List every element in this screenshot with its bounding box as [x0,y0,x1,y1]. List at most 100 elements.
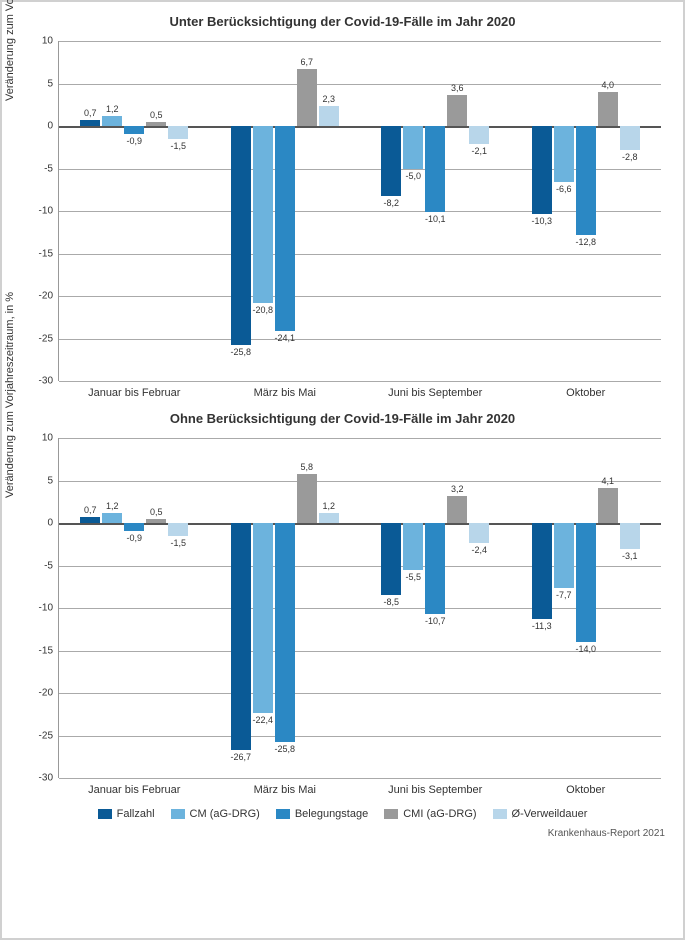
bar-value-label: 1,2 [322,501,335,513]
category-group: -25,8-20,8-24,16,72,3März bis Mai [210,41,361,381]
bar-value-label: -5,5 [405,570,421,582]
legend-item: Belegungstage [276,808,368,820]
y-tick: -10 [39,603,59,614]
bar: -10,1 [425,41,445,381]
bars: -11,3-7,7-14,04,1-3,1 [511,438,662,778]
chart-title: Ohne Berücksichtigung der Covid-19-Fälle… [14,411,671,426]
bar-value-label: -11,3 [532,619,552,631]
bar-rect [124,126,144,134]
bar-rect [253,523,273,713]
bar-rect [620,523,640,549]
bar-rect [576,126,596,235]
bar: -10,3 [532,41,552,381]
bar-value-label: 4,1 [601,476,614,488]
bar: -5,0 [403,41,423,381]
bar-value-label: -24,1 [274,331,295,343]
bar-value-label: -2,8 [622,150,638,162]
bar: 6,7 [297,41,317,381]
bar: -6,6 [554,41,574,381]
bar-value-label: -8,2 [383,196,399,208]
category-label: Juni bis September [360,381,511,399]
bar-value-label: -25,8 [274,742,295,754]
bar-rect [168,126,188,139]
chart2: Ohne Berücksichtigung der Covid-19-Fälle… [14,411,671,778]
bar-value-label: 2,3 [322,94,335,106]
bar: 3,2 [447,438,467,778]
y-tick: -15 [39,645,59,656]
bar: -8,2 [381,41,401,381]
bar-value-label: -8,5 [383,595,399,607]
bar: -26,7 [231,438,251,778]
bar-rect [469,523,489,543]
bar-value-label: -7,7 [556,588,572,600]
category-group: -10,3-6,6-12,84,0-2,8Oktober [511,41,662,381]
bar: -14,0 [576,438,596,778]
bar-rect [447,95,467,126]
bar-value-label: -6,6 [556,182,572,194]
bar-rect [319,106,339,126]
bar-value-label: 1,2 [106,501,119,513]
bar: -24,1 [275,41,295,381]
bar-value-label: -22,4 [252,713,273,725]
category-group: -8,2-5,0-10,13,6-2,1Juni bis September [360,41,511,381]
y-tick: -5 [44,163,59,174]
y-tick: 0 [47,121,59,132]
bar: -1,5 [168,41,188,381]
bar-rect [532,126,552,214]
bar-value-label: 0,7 [84,505,97,517]
bar-value-label: 3,6 [451,83,464,95]
bar-rect [403,523,423,570]
bar: 1,2 [319,438,339,778]
bar-rect [381,126,401,196]
category-label: Januar bis Februar [59,778,210,796]
legend-item: Fallzahl [98,808,155,820]
bar: -2,1 [469,41,489,381]
bar-rect [425,523,445,614]
y-tick: -20 [39,291,59,302]
bar-rect [124,523,144,531]
category-label: Juni bis September [360,778,511,796]
bar: 0,7 [80,438,100,778]
category-label: Januar bis Februar [59,381,210,399]
bar-value-label: 0,5 [150,507,163,519]
legend-swatch [493,809,507,819]
bars: -8,2 -5,0-10,1 3,6 -2,1 [360,41,511,381]
bar: 0,7 [80,41,100,381]
bar-rect [80,120,100,126]
bar-rect [253,126,273,303]
category-group: -8,5-5,5-10,73,2-2,4Juni bis September [360,438,511,778]
plot-area: 1050-5-10-15-20-25-300,71,2-0,90,5-1,5Ja… [58,438,661,778]
bar-value-label: 1,2 [106,104,119,116]
bar-rect [80,517,100,523]
bar-value-label: -14,0 [575,642,596,654]
legend-label: Ø-Verweildauer [512,808,588,820]
bar-value-label: -1,5 [170,536,186,548]
bar: -25,8 [231,41,251,381]
bar-value-label: -10,7 [425,614,446,626]
y-tick: -30 [39,773,59,784]
bar-value-label: 0,5 [150,110,163,122]
bars: -25,8-20,8 -24,16,7 2,3 [210,41,361,381]
y-tick: -20 [39,688,59,699]
bar: 2,3 [319,41,339,381]
bar: -7,7 [554,438,574,778]
groups: 0,71,2-0,90,5-1,5Januar bis Februar-25,8… [59,41,661,381]
bar-rect [620,126,640,150]
bar: 0,5 [146,438,166,778]
plot-area: 1050-5-10-15-20-25-300,71,2-0,90,5-1,5Ja… [58,41,661,381]
bar: -11,3 [532,438,552,778]
y-tick: -25 [39,730,59,741]
y-tick: -10 [39,206,59,217]
bars: -26,7-22,4-25,85,81,2 [210,438,361,778]
bar-value-label: -20,8 [252,303,273,315]
bar-rect [403,126,423,169]
y-tick: -25 [39,333,59,344]
bars: 0,71,2-0,90,5-1,5 [59,438,210,778]
bar: -0,9 [124,41,144,381]
bar: -1,5 [168,438,188,778]
category-group: -26,7-22,4-25,85,81,2März bis Mai [210,438,361,778]
y-tick: -5 [44,560,59,571]
bar: -22,4 [253,438,273,778]
bar-rect [554,523,574,588]
bar-value-label: -10,1 [425,212,446,224]
